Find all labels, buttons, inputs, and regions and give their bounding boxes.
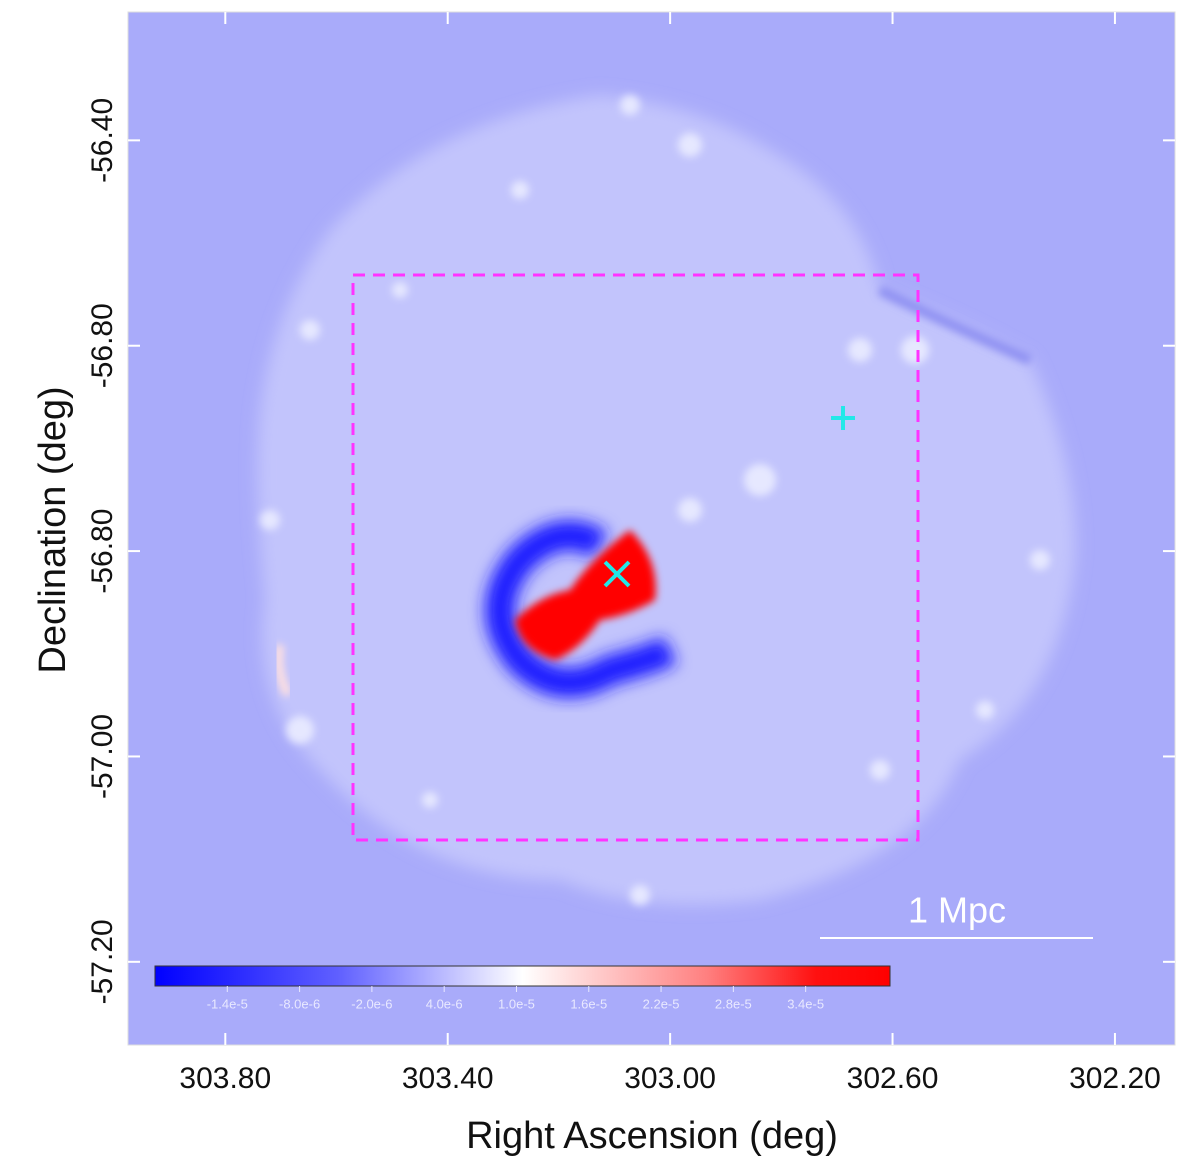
y-tick-label: -57.00 <box>86 714 119 799</box>
x-tick-label: 303.40 <box>402 1062 494 1095</box>
y-tick-label: -56.80 <box>86 303 119 388</box>
scale-bar-label: 1 Mpc <box>908 890 1006 931</box>
colorbar <box>154 965 891 987</box>
shock-edge <box>877 285 1033 365</box>
y-tick-label: -57.20 <box>86 919 119 1004</box>
sky-image <box>257 95 1093 939</box>
x-tick-label: 303.80 <box>179 1062 271 1095</box>
x-tick-label: 302.60 <box>847 1062 939 1095</box>
plot-frame <box>127 11 1176 1046</box>
cluster-region <box>257 95 1076 905</box>
colorbar-tick-label: -1.4e-5 <box>207 996 248 1011</box>
x-axis-label: Right Ascension (deg) <box>466 1115 838 1157</box>
x-tick-label: 302.20 <box>1069 1062 1161 1095</box>
colorbar-tick-label: 2.2e-5 <box>643 996 680 1011</box>
colorbar-tick-label: 3.4e-5 <box>787 996 824 1011</box>
colorbar-tick-label: 2.8e-5 <box>715 996 752 1011</box>
colorbar-tick-label: 1.6e-5 <box>570 996 607 1011</box>
y-tick-label: -56.40 <box>86 98 119 183</box>
hot-core <box>515 530 656 660</box>
colorbar-tick-label: -8.0e-6 <box>279 996 320 1011</box>
colorbar-tick-label: 4.0e-6 <box>426 996 463 1011</box>
colorbar-tick-label: 1.0e-5 <box>498 996 535 1011</box>
x-tick-label: 303.00 <box>624 1062 716 1095</box>
y-axis-label: Declination (deg) <box>32 386 74 673</box>
speckles <box>260 95 1050 905</box>
colorbar-tick-label: -2.0e-6 <box>351 996 392 1011</box>
y-tick-label: -56.80 <box>86 509 119 594</box>
dashed-box <box>351 273 920 842</box>
cyan-cross <box>603 560 631 588</box>
cold-ring <box>485 520 677 698</box>
cyan-plus <box>831 406 855 430</box>
relic-edge <box>274 644 293 698</box>
